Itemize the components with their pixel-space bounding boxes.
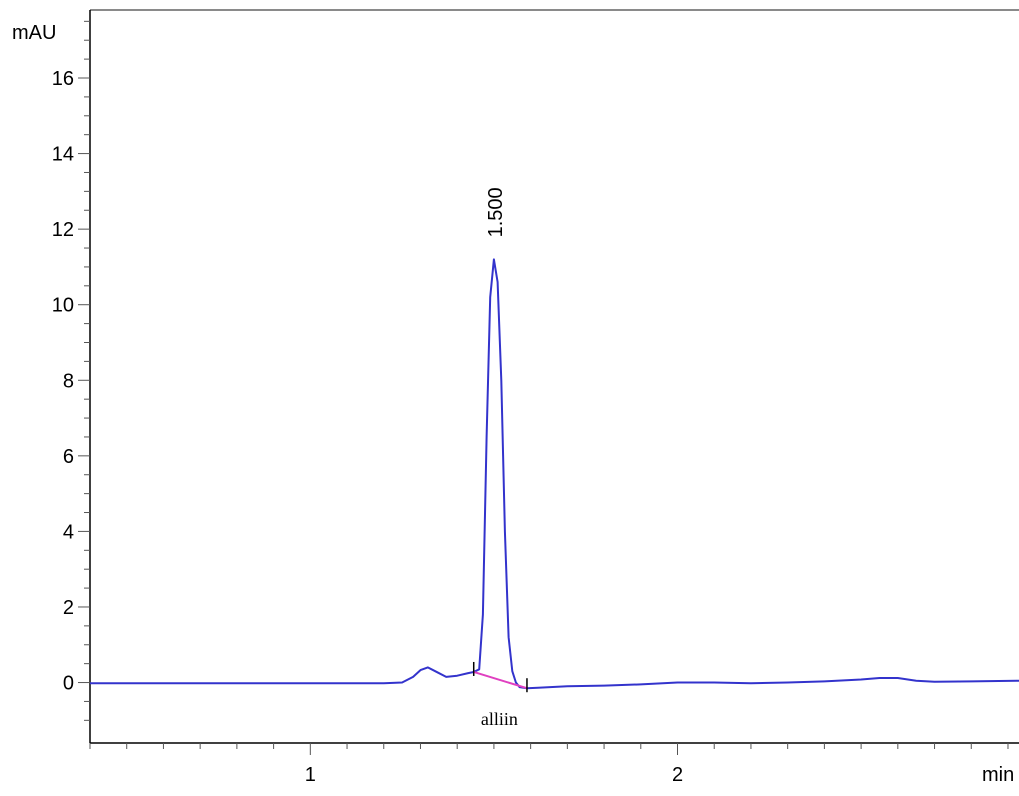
- compound-name-label: alliin: [481, 709, 518, 729]
- y-tick-label: 16: [52, 68, 74, 90]
- integration-baseline: [474, 672, 527, 688]
- y-tick-label: 0: [63, 673, 74, 695]
- x-axis-unit-label: min: [982, 764, 1014, 786]
- y-tick-label: 14: [52, 144, 74, 166]
- y-tick-label: 12: [52, 219, 74, 241]
- chromatogram-trace: [90, 259, 1019, 688]
- y-axis-unit-label: mAU: [12, 22, 56, 44]
- series-layer: [90, 259, 1019, 692]
- x-tick-label: 2: [672, 764, 683, 786]
- y-tick-label: 8: [63, 370, 74, 392]
- y-tick-label: 10: [52, 295, 74, 317]
- y-tick-label: 6: [63, 446, 74, 468]
- peak-retention-label: 1.500: [485, 187, 507, 237]
- y-axis-ticks: 0 2 4 6 8 10 12 14 16: [52, 21, 90, 720]
- y-tick-label: 4: [63, 521, 74, 543]
- y-tick-label: 2: [63, 597, 74, 619]
- x-tick-label: 1: [305, 764, 316, 786]
